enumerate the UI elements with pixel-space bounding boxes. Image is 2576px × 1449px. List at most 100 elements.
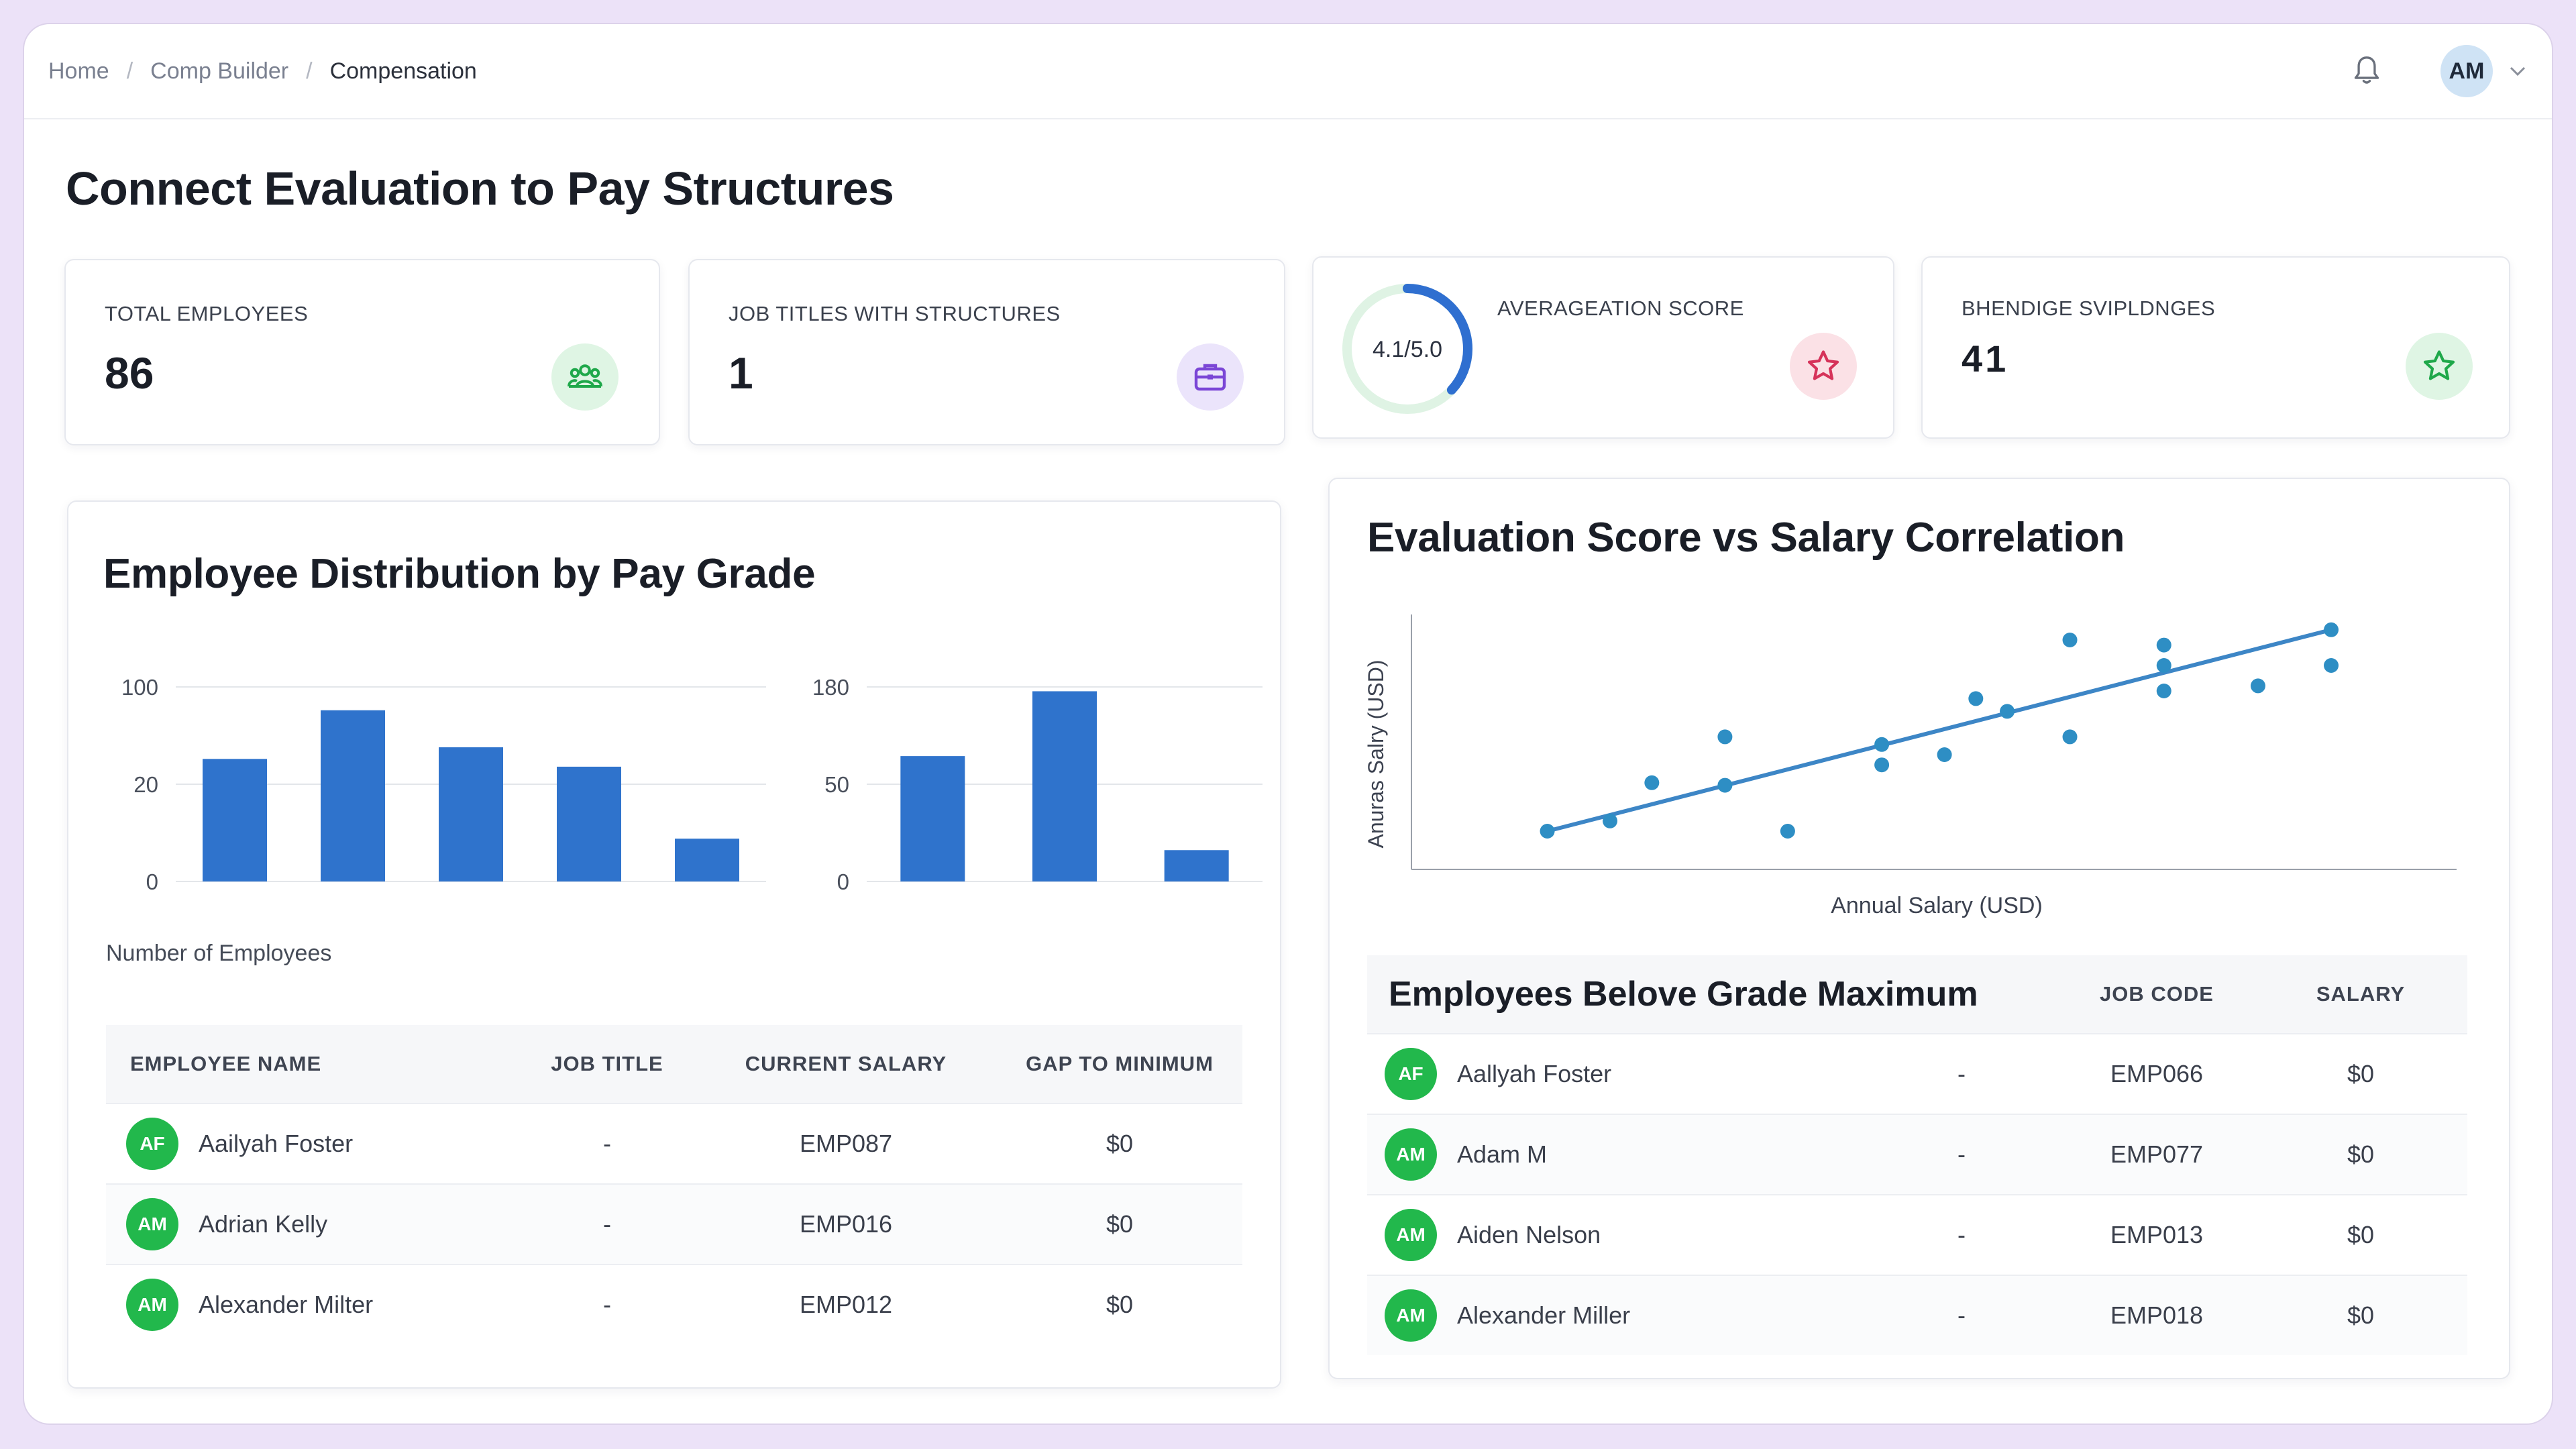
job-title: - <box>1957 1140 1966 1168</box>
stat-card-job-titles: JOB TITLES WITH STRUCTURES 1 <box>688 259 1285 445</box>
salary: $0 <box>2347 1301 2375 1329</box>
table-row[interactable]: AM Alexander Miller - EMP018 $0 <box>1367 1275 2467 1355</box>
y-tick-label: 180 <box>812 675 849 700</box>
stat-card-total-employees: TOTAL EMPLOYEES 86 <box>64 259 660 445</box>
breadcrumb-separator: / <box>126 58 133 84</box>
job-code: EMP077 <box>2110 1140 2204 1168</box>
employee-avatar: AM <box>1385 1289 1437 1342</box>
col-header-job-title[interactable]: JOB TITLE <box>551 1052 663 1075</box>
employee-name: Adam M <box>1457 1140 1548 1168</box>
correlation-panel: Evaluation Score vs Salary Correlation A… <box>1328 478 2510 1379</box>
col-header-salary[interactable]: SALARY <box>2316 982 2406 1006</box>
bar-chart-left: 100200PG-1PG-3PG-3PG-4PG-3 <box>121 675 766 894</box>
scatter-point[interactable] <box>1540 824 1555 839</box>
employee-name: Aailyah Foster <box>199 1130 354 1157</box>
bar[interactable] <box>321 710 385 881</box>
scatter-point[interactable] <box>2156 684 2171 698</box>
scatter-point[interactable] <box>2062 633 2078 647</box>
right-table: Employees Belove Grade Maximum JOB CODE … <box>1367 955 2467 1355</box>
y-tick-label: 20 <box>133 772 158 797</box>
scatter-point[interactable] <box>1644 775 1660 790</box>
score-progress-ring: 4.1/5.0 <box>1342 284 1472 414</box>
scatter-point[interactable] <box>2250 678 2265 694</box>
user-avatar[interactable]: AM <box>2440 45 2493 97</box>
scatter-point[interactable] <box>1780 824 1795 839</box>
employee-name: Alexander Miller <box>1457 1301 1631 1329</box>
table-row[interactable]: AM Alexander Milter - EMP012 $0 <box>106 1264 1242 1344</box>
scatter-point[interactable] <box>1937 747 1952 762</box>
current-salary: EMP016 <box>799 1210 893 1238</box>
stat-label: BHENDIGE SVIPLDNGES <box>1962 297 2216 320</box>
salary: $0 <box>2347 1221 2375 1248</box>
stat-value: 1 <box>729 348 753 398</box>
job-title: - <box>1957 1060 1966 1087</box>
scatter-point[interactable] <box>1717 777 1733 793</box>
bar[interactable] <box>675 839 739 881</box>
employee-name: Aallyah Foster <box>1457 1060 1612 1087</box>
employee-avatar: AM <box>126 1198 178 1250</box>
stat-label: AVERAGEATION SCORE <box>1497 297 1744 320</box>
breadcrumb-current: Compensation <box>329 58 477 84</box>
job-title: - <box>603 1210 611 1238</box>
job-title: - <box>1957 1301 1966 1329</box>
gap-to-minimum: $0 <box>1106 1130 1134 1157</box>
y-tick-label: 0 <box>837 869 849 894</box>
scatter-point[interactable] <box>2062 729 2078 745</box>
y-tick-label: 100 <box>121 675 158 700</box>
bar[interactable] <box>439 747 503 881</box>
bar[interactable] <box>203 759 267 881</box>
team-icon <box>551 343 619 411</box>
scatter-chart: Anuras Salry (USD) Annual Salary (USD) <box>1364 614 2457 918</box>
table-row[interactable]: AF Aailyah Foster - EMP087 $0 <box>106 1103 1242 1183</box>
scatter-point[interactable] <box>2156 637 2171 653</box>
employee-avatar: AM <box>126 1279 178 1331</box>
scatter-point[interactable] <box>1603 813 1618 828</box>
job-title: - <box>1957 1221 1966 1248</box>
col-header-job-code[interactable]: JOB CODE <box>2100 982 2214 1006</box>
breadcrumb-comp-builder[interactable]: Comp Builder <box>150 58 289 84</box>
scatter-point[interactable] <box>1717 729 1733 745</box>
left-table: EMPLOYEE NAME JOB TITLE CURRENT SALARY G… <box>106 1025 1242 1344</box>
table-header: EMPLOYEE NAME JOB TITLE CURRENT SALARY G… <box>106 1025 1242 1103</box>
breadcrumb-home[interactable]: Home <box>48 58 109 84</box>
trend-line <box>1546 627 2332 833</box>
stat-label: TOTAL EMPLOYEES <box>105 302 309 325</box>
bar[interactable] <box>557 766 621 881</box>
correlation-title: Evaluation Score vs Salary Correlation <box>1367 515 2125 561</box>
scatter-point[interactable] <box>1968 691 1984 706</box>
salary: $0 <box>2347 1060 2375 1087</box>
scatter-point[interactable] <box>1874 757 1890 773</box>
bar[interactable] <box>1032 691 1097 881</box>
table-row[interactable]: AM Aiden Nelson - EMP013 $0 <box>1367 1194 2467 1275</box>
distribution-title: Employee Distribution by Pay Grade <box>103 551 816 597</box>
job-code: EMP013 <box>2110 1221 2204 1248</box>
table-row[interactable]: AM Adrian Kelly - EMP016 $0 <box>106 1183 1242 1264</box>
y-tick-label: 0 <box>146 869 158 894</box>
employee-avatar: AF <box>1385 1048 1437 1100</box>
scatter-point[interactable] <box>2324 622 2339 637</box>
job-title: - <box>603 1130 611 1157</box>
bar[interactable] <box>900 756 965 881</box>
current-salary: EMP087 <box>799 1130 893 1157</box>
scatter-point[interactable] <box>2156 658 2171 673</box>
bar[interactable] <box>1164 850 1229 881</box>
employee-name: Alexander Milter <box>199 1291 374 1318</box>
y-axis-label: Anuras Salry (USD) <box>1364 660 1388 849</box>
scatter-point[interactable] <box>2324 658 2339 673</box>
table-row[interactable]: AM Adam M - EMP077 $0 <box>1367 1114 2467 1194</box>
chevron-down-icon[interactable] <box>2508 61 2528 81</box>
notification-bell-icon[interactable] <box>2340 44 2394 98</box>
col-header-current-salary[interactable]: CURRENT SALARY <box>745 1052 947 1075</box>
col-header-gap-to-minimum[interactable]: GAP TO MINIMUM <box>1026 1052 1214 1075</box>
col-header-employee-name[interactable]: EMPLOYEE NAME <box>130 1052 322 1075</box>
employee-avatar: AM <box>1385 1209 1437 1261</box>
employee-avatar: AM <box>1385 1128 1437 1181</box>
table-row[interactable]: AF Aallyah Foster - EMP066 $0 <box>1367 1033 2467 1114</box>
page-title: Connect Evaluation to Pay Structures <box>66 162 894 215</box>
job-code: EMP018 <box>2110 1301 2204 1329</box>
briefcase-icon <box>1177 343 1244 411</box>
scatter-point[interactable] <box>1874 737 1890 752</box>
chart-caption: Number of Employees <box>106 941 332 966</box>
scatter-point[interactable] <box>2000 704 2015 719</box>
breadcrumb: Home / Comp Builder / Compensation <box>48 58 477 85</box>
